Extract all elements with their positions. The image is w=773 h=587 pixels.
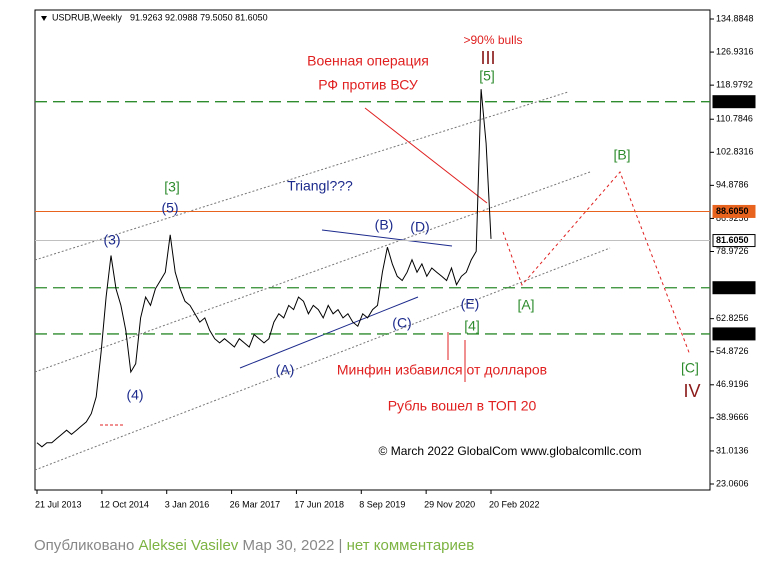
annotation: [A] xyxy=(517,297,534,313)
level-label-box xyxy=(712,234,756,248)
annotation: (5) xyxy=(161,200,178,216)
annotation: (3) xyxy=(103,232,120,248)
level-label: 70.2621 xyxy=(716,282,749,292)
annotation: Triangl??? xyxy=(287,178,353,194)
annotation: [B] xyxy=(613,147,630,163)
x-tick-label: 8 Sep 2019 xyxy=(359,499,405,509)
y-tick-label: 23.0606 xyxy=(716,478,749,488)
annotation: >90% bulls xyxy=(463,33,522,47)
y-tick-label: 110.7846 xyxy=(716,114,753,124)
price-line xyxy=(36,89,492,448)
y-tick-label: 46.9196 xyxy=(716,379,749,389)
chart: USDRUB,Weekly 91.9263 92.0988 79.5050 81… xyxy=(34,9,756,509)
y-tick-label: 54.8726 xyxy=(716,346,749,356)
level-label: 115.0000 xyxy=(716,96,753,106)
comments-link[interactable]: нет комментариев xyxy=(346,537,475,554)
level-label-box xyxy=(712,204,756,218)
drawings xyxy=(34,91,691,471)
pointer-line xyxy=(364,107,488,204)
annotation: [3] xyxy=(164,179,180,195)
level-label: 81.6050 xyxy=(716,235,749,245)
footer-prefix: Опубликовано xyxy=(34,537,135,554)
x-tick-label: 17 Jun 2018 xyxy=(294,499,344,509)
y-tick-label: 62.8256 xyxy=(716,313,749,323)
annotation: [5] xyxy=(479,68,495,84)
y-tick-label: 38.9666 xyxy=(716,412,749,422)
annotation: (B) xyxy=(375,217,394,233)
x-tick-label: 29 Nov 2020 xyxy=(424,499,475,509)
annotation: Военная операция xyxy=(307,53,429,69)
annotation: (4) xyxy=(126,387,143,403)
annotation: (D) xyxy=(410,219,429,235)
annotation: Минфин избавился от долларов xyxy=(337,362,547,378)
ohlc-text: 91.9263 92.0988 79.5050 81.6050 xyxy=(130,12,268,22)
x-tick-label: 20 Feb 2022 xyxy=(489,499,540,509)
y-tick-label: 134.8848 xyxy=(716,13,754,23)
level-label-box xyxy=(712,281,756,295)
y-tick-label: 102.8316 xyxy=(716,147,754,157)
annotation: (E) xyxy=(461,296,480,312)
author-link[interactable]: Aleksei Vasilev xyxy=(138,537,239,554)
annotation: [4] xyxy=(464,318,480,334)
y-tick-label: 31.0136 xyxy=(716,445,749,455)
x-tick-label: 12 Oct 2014 xyxy=(100,499,149,509)
x-tick-label: 26 Mar 2017 xyxy=(230,499,281,509)
annotation: IV xyxy=(683,381,700,401)
footer-date: Мар 30, 2022 xyxy=(242,537,335,554)
y-tick-label: 78.9726 xyxy=(716,246,749,256)
annotation: РФ против ВСУ xyxy=(318,77,418,93)
annotation: Рубль вошел в ТОП 20 xyxy=(388,398,537,414)
triangle-line xyxy=(239,296,419,369)
y-tick-label: 118.9792 xyxy=(716,80,753,90)
channel-line xyxy=(34,247,611,471)
menu-arrow xyxy=(41,16,47,21)
level-label-box xyxy=(712,327,756,341)
triangle-line xyxy=(321,229,453,247)
annotation: III xyxy=(480,48,495,68)
level-label: 59.1533 xyxy=(716,328,749,338)
level-label: 88.6050 xyxy=(716,206,749,216)
footer-separator: | xyxy=(338,537,343,554)
x-tick-label: 3 Jan 2016 xyxy=(165,499,210,509)
symbol-title: USDRUB,Weekly xyxy=(52,12,122,22)
annotation: (C) xyxy=(392,315,411,331)
footer: Опубликовано Aleksei Vasilev Мар 30, 202… xyxy=(34,537,474,554)
annotation: [C] xyxy=(681,360,699,376)
annotation: (A) xyxy=(276,362,295,378)
y-tick-label: 126.9316 xyxy=(716,46,754,56)
x-tick-label: 21 Jul 2013 xyxy=(35,499,82,509)
level-label-box xyxy=(712,95,756,109)
plot-frame xyxy=(34,9,711,491)
y-tick-label: 94.8786 xyxy=(716,180,749,190)
annotation: © March 2022 GlobalCom www.globalcomllc.… xyxy=(379,444,642,458)
channel-line xyxy=(34,91,569,261)
